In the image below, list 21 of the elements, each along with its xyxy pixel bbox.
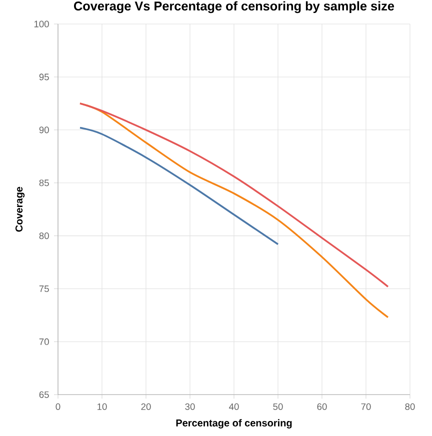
y-tick-label: 75 bbox=[39, 286, 49, 292]
x-tick-label: 10 bbox=[98, 403, 107, 410]
line-series bbox=[79, 126, 279, 246]
x-tick-label: 30 bbox=[185, 403, 195, 410]
x-tick-label: 20 bbox=[141, 403, 151, 410]
x-tick-label: 70 bbox=[361, 403, 371, 410]
y-tick-label: 100 bbox=[34, 20, 49, 28]
y-tick-label: 95 bbox=[39, 74, 49, 80]
y-axis-title: Coverage bbox=[15, 186, 25, 232]
x-tick-label: 0 bbox=[56, 403, 60, 410]
y-tick-label: 85 bbox=[39, 180, 49, 186]
y-tick-label: 65 bbox=[39, 391, 49, 398]
x-tick-label: 60 bbox=[317, 403, 327, 410]
x-axis-title: Percentage of censoring bbox=[176, 419, 292, 428]
x-tick-label: 40 bbox=[229, 403, 239, 410]
y-tick-label: 90 bbox=[39, 126, 49, 134]
x-tick-label: 80 bbox=[405, 403, 415, 410]
x-tick-label: 50 bbox=[273, 403, 283, 410]
y-tick-label: 80 bbox=[39, 232, 49, 240]
y-tick-label: 70 bbox=[39, 338, 49, 346]
chart-title: Coverage Vs Percentage of censoring by sample size bbox=[74, 1, 394, 14]
